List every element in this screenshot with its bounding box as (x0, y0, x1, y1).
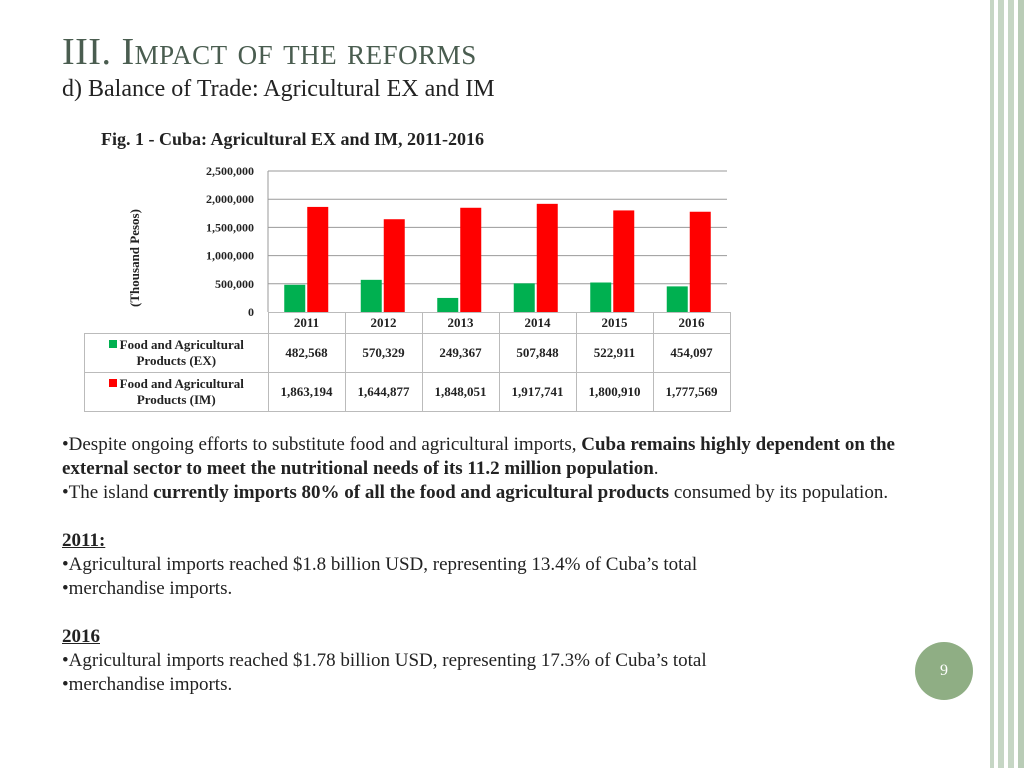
y-tick-label: 0 (248, 305, 254, 319)
year-cell: 2014 (498, 312, 577, 334)
table-row-imports: Food and Agricultural Products (IM) 1,86… (84, 371, 731, 412)
y-tick-label: 1,500,000 (206, 220, 254, 234)
table-header-row: 2011 2012 2013 2014 2015 2016 (85, 312, 731, 334)
value-cell: 1,777,569 (652, 371, 731, 412)
value-cell: 570,329 (344, 332, 423, 373)
value-cell: 522,911 (575, 332, 654, 373)
bar-imports (383, 219, 405, 312)
value-cell: 1,644,877 (344, 371, 423, 412)
bar-exports (590, 282, 612, 312)
bullet-2011-a: •Agricultural imports reached $1.8 billi… (62, 554, 698, 575)
legend-label: Products (EX) (136, 352, 217, 368)
table-row-exports: Food and Agricultural Products (EX) 482,… (84, 332, 731, 373)
year-cell: 2013 (421, 312, 500, 334)
value-cell: 1,917,741 (498, 371, 577, 412)
bullet-dependence: •Despite ongoing efforts to substitute f… (62, 433, 912, 481)
year-cell: 2016 (652, 312, 731, 334)
legend-exports: Food and Agricultural Products (EX) (84, 332, 269, 373)
text-run: . (653, 458, 659, 479)
slide-subtitle: d) Balance of Trade: Agricultural EX and… (62, 76, 495, 102)
bar-imports (689, 211, 711, 312)
bar-exports (437, 297, 459, 312)
year-cell: 2011 (267, 312, 346, 334)
heading-text: 2011: (62, 530, 106, 551)
bullet-2011-b: •merchandise imports. (62, 578, 233, 599)
chart-data-table: 2011 2012 2013 2014 2015 2016 Food and A… (84, 312, 731, 412)
value-cell: 507,848 (498, 332, 577, 373)
bar-imports (460, 207, 482, 312)
bullet-2016-a: •Agricultural imports reached $1.78 bill… (62, 650, 707, 671)
legend-imports: Food and Agricultural Products (IM) (84, 371, 269, 412)
table-corner (85, 313, 269, 334)
value-cell: 482,568 (267, 332, 346, 373)
bar-exports (284, 284, 306, 312)
y-tick-label: 2,000,000 (206, 192, 254, 206)
bar-exports (360, 279, 382, 312)
text-run-bold: currently imports 80% of all the food an… (153, 482, 670, 503)
value-cell: 454,097 (652, 332, 731, 373)
legend-label: Food and Agricultural (119, 375, 244, 391)
right-border-decoration (984, 0, 1024, 768)
text-run: consumed by its population. (669, 482, 889, 503)
text-run: •Despite ongoing efforts to substitute f… (62, 434, 582, 455)
body-text: •Despite ongoing efforts to substitute f… (62, 433, 912, 697)
value-cell: 1,800,910 (575, 371, 654, 412)
chart-title: Fig. 1 - Cuba: Agricultural EX and IM, 2… (101, 129, 485, 149)
bullet-2016-b: •merchandise imports. (62, 674, 233, 695)
bar-exports (513, 283, 535, 312)
legend-label: Food and Agricultural (119, 336, 244, 352)
bar-exports (666, 286, 688, 312)
value-cell: 1,863,194 (267, 371, 346, 412)
bar-imports (613, 210, 635, 312)
legend-label: Products (IM) (136, 391, 216, 407)
bullet-imports: •The island currently imports 80% of all… (62, 481, 912, 505)
year-cell: 2012 (344, 312, 423, 334)
text-run-bold: Cuba remains highly dependent on the ext… (62, 434, 895, 479)
heading-text: 2016 (62, 626, 100, 647)
bar-imports (307, 206, 329, 312)
y-tick-label: 500,000 (215, 277, 254, 291)
page-number-badge: 9 (915, 642, 973, 700)
slide-title: III. Impact of the reforms (62, 31, 477, 73)
legend-swatch-red (108, 378, 117, 387)
year-cell: 2015 (575, 312, 654, 334)
heading-2011: 2011: (62, 529, 912, 553)
value-cell: 249,367 (421, 332, 500, 373)
value-cell: 1,848,051 (421, 371, 500, 412)
y-tick-label: 2,500,000 (206, 164, 254, 178)
legend-swatch-green (108, 339, 117, 348)
text-run: •The island (62, 482, 154, 503)
bar-imports (536, 203, 558, 312)
y-tick-label: 1,000,000 (206, 249, 254, 263)
heading-2016: 2016 (62, 625, 912, 649)
